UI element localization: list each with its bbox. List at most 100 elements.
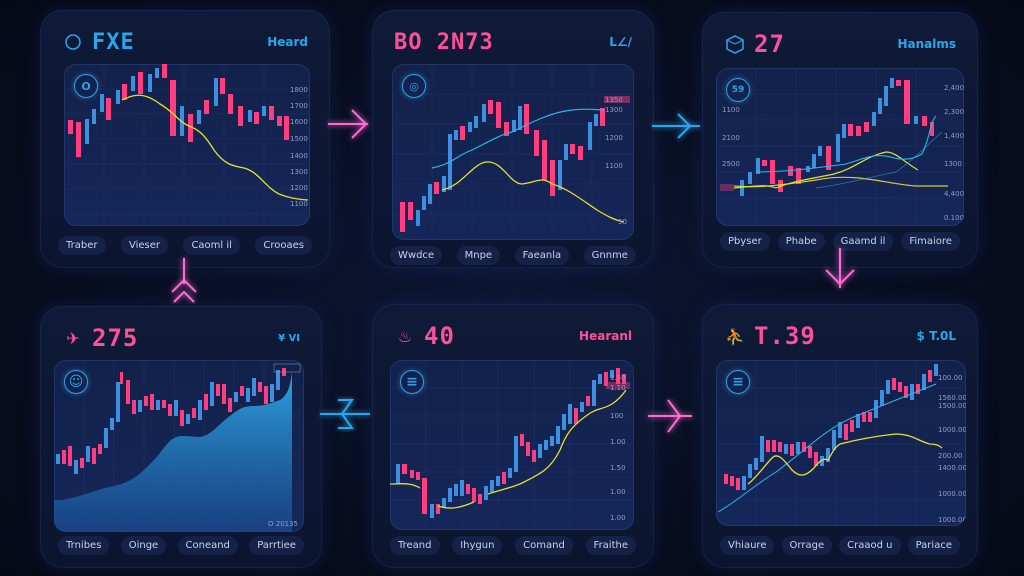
- tab-3[interactable]: Craaod u: [839, 536, 901, 555]
- panel-status-label[interactable]: Hanalms: [897, 37, 956, 51]
- svg-text:1560.00: 1560.00: [938, 394, 966, 402]
- svg-text:1.00: 1.00: [610, 488, 626, 496]
- tab-1[interactable]: Treand: [390, 536, 440, 555]
- candlestick-chart[interactable]: 1350 1300 1200 1100 50 ◎: [392, 64, 634, 240]
- panel-t39: ⛹ T.39 $ T.0L: [702, 304, 978, 568]
- panel-status-label[interactable]: Hearanl: [579, 329, 632, 343]
- tab-2[interactable]: Mnpe: [456, 246, 501, 265]
- panel-value: 27: [754, 30, 785, 58]
- footer-label: O 20135: [268, 520, 298, 528]
- svg-text:1300: 1300: [605, 106, 623, 114]
- panel-status-label[interactable]: Heard: [267, 35, 308, 49]
- panel-40: ♨ 40 Hearanl: [372, 304, 654, 568]
- panel-value: 40: [424, 322, 455, 350]
- svg-text:0.100: 0.100: [944, 214, 964, 222]
- svg-text:4,400: 4,400: [944, 190, 964, 198]
- chart-canvas: 1350 1300 1200 1100 50: [392, 64, 634, 240]
- svg-text:1500.00: 1500.00: [938, 402, 966, 410]
- tab-1[interactable]: Traber: [58, 236, 106, 255]
- svg-text:1000.00: 1000.00: [938, 516, 966, 524]
- tab-1[interactable]: Vhiaure: [720, 536, 775, 555]
- panel-tabs: Pbyser Phabe Gaamd il Fimaiore: [720, 232, 960, 251]
- svg-text:1400: 1400: [290, 152, 308, 160]
- panel-header: BO 2N73 L∠∕: [394, 24, 632, 60]
- tab-2[interactable]: Oinge: [120, 536, 167, 555]
- panel-bo2n73: BO 2N73 L∠∕: [372, 10, 654, 268]
- chart-canvas: 1100 2100 2500 2,400 2,300 1,400 1300 4,…: [716, 68, 964, 226]
- tab-3[interactable]: Faeanla: [514, 246, 570, 265]
- tab-2[interactable]: Ihygun: [452, 536, 503, 555]
- plane-icon: ✈: [66, 328, 80, 348]
- box-icon: [724, 33, 746, 55]
- svg-text:1.00: 1.00: [610, 438, 626, 446]
- svg-text:1,400: 1,400: [944, 132, 964, 140]
- tab-3[interactable]: Comand: [515, 536, 573, 555]
- tab-4[interactable]: Gnnme: [583, 246, 636, 265]
- svg-text:1300: 1300: [290, 168, 308, 176]
- panel-header: ♨ 40 Hearanl: [394, 318, 632, 354]
- menu-icon[interactable]: ≡: [726, 370, 750, 394]
- svg-text:2500: 2500: [722, 160, 740, 168]
- candlestick-chart[interactable]: 1100 2100 2500 2,400 2,300 1,400 1300 4,…: [716, 68, 964, 226]
- svg-text:200.00: 200.00: [938, 452, 963, 460]
- panel-header: FXE Heard: [62, 24, 308, 60]
- panel-status-label[interactable]: ¥ VI: [278, 332, 300, 344]
- tab-4[interactable]: Crooaes: [255, 236, 312, 255]
- tab-4[interactable]: Fraithe: [585, 536, 636, 555]
- svg-text:1800: 1800: [290, 86, 308, 94]
- svg-text:100: 100: [610, 412, 623, 420]
- tab-2[interactable]: Vieser: [120, 236, 168, 255]
- panel-tabs: Treand Ihygun Comand Fraithe: [390, 536, 636, 555]
- panel-value: FXE: [92, 29, 135, 55]
- panel-tabs: Trnibes Oinge Coneand Parrtiee: [58, 536, 304, 555]
- svg-text:1.50: 1.50: [610, 464, 626, 472]
- tab-3[interactable]: Coneand: [177, 536, 238, 555]
- tab-3[interactable]: Caoml il: [183, 236, 240, 255]
- panel-tabs: Wwdce Mnpe Faeanla Gnnme: [390, 246, 636, 265]
- candlestick-chart[interactable]: 1800 1700 1600 1500 1400 1300 1200 1100 …: [64, 64, 310, 226]
- chart-canvas: 100.00 1560.00 1500.00 1000.00 200.00 14…: [716, 360, 966, 526]
- svg-text:50: 50: [618, 218, 627, 226]
- svg-text:2,300: 2,300: [944, 108, 964, 116]
- svg-text:1700: 1700: [290, 102, 308, 110]
- arrow-down-icon: [825, 248, 855, 288]
- tab-1[interactable]: Trnibes: [58, 536, 110, 555]
- panel-fxe: FXE Heard: [40, 10, 330, 268]
- chart-badge[interactable]: 59: [726, 78, 750, 102]
- tab-1[interactable]: Wwdce: [390, 246, 443, 265]
- tab-4[interactable]: Fimaiore: [901, 232, 960, 251]
- panel-header: ✈ 275 ¥ VI: [62, 320, 300, 356]
- panel-value: BO 2N73: [394, 29, 494, 55]
- candlestick-chart[interactable]: 1.50 1.10 100 1.00 1.50 1.00 1.00 ≡: [390, 360, 634, 530]
- chart-glyph-icon[interactable]: L∠∕: [609, 35, 632, 49]
- svg-text:1300: 1300: [944, 160, 962, 168]
- svg-text:1.50: 1.50: [610, 374, 626, 382]
- svg-text:2,400: 2,400: [944, 84, 964, 92]
- svg-text:1100: 1100: [290, 200, 308, 208]
- face-icon[interactable]: ☺: [64, 370, 88, 394]
- svg-text:1.00: 1.00: [610, 514, 626, 522]
- svg-text:100.00: 100.00: [938, 374, 963, 382]
- svg-text:1200: 1200: [605, 134, 623, 142]
- panel-value: 275: [92, 324, 139, 352]
- tab-4[interactable]: Parrtiee: [249, 536, 304, 555]
- svg-text:2100: 2100: [722, 134, 740, 142]
- arrow-right-icon: [328, 109, 368, 139]
- droplet-icon[interactable]: ◎: [402, 74, 426, 98]
- panel-275: ✈ 275 ¥ VI: [40, 306, 322, 568]
- tab-2[interactable]: Orrage: [781, 536, 833, 555]
- tab-2[interactable]: Phabe: [777, 232, 825, 251]
- tab-4[interactable]: Pariace: [907, 536, 960, 555]
- svg-text:1100: 1100: [722, 106, 740, 114]
- tab-1[interactable]: Pbyser: [720, 232, 770, 251]
- panel-27: 27 Hanalms: [702, 12, 978, 268]
- svg-text:1100: 1100: [605, 162, 623, 170]
- panel-tabs: Traber Vieser Caoml il Crooaes: [58, 236, 312, 255]
- menu-icon[interactable]: ≡: [400, 370, 424, 394]
- candlestick-chart[interactable]: 100.00 1560.00 1500.00 1000.00 200.00 14…: [716, 360, 966, 526]
- panel-status-label[interactable]: $ T.0L: [916, 329, 956, 343]
- tab-3[interactable]: Gaamd il: [832, 232, 894, 251]
- chart-badge[interactable]: O: [74, 74, 98, 98]
- area-candlestick-chart[interactable]: O 20135 ☺: [54, 360, 304, 532]
- panel-value: T.39: [754, 322, 816, 350]
